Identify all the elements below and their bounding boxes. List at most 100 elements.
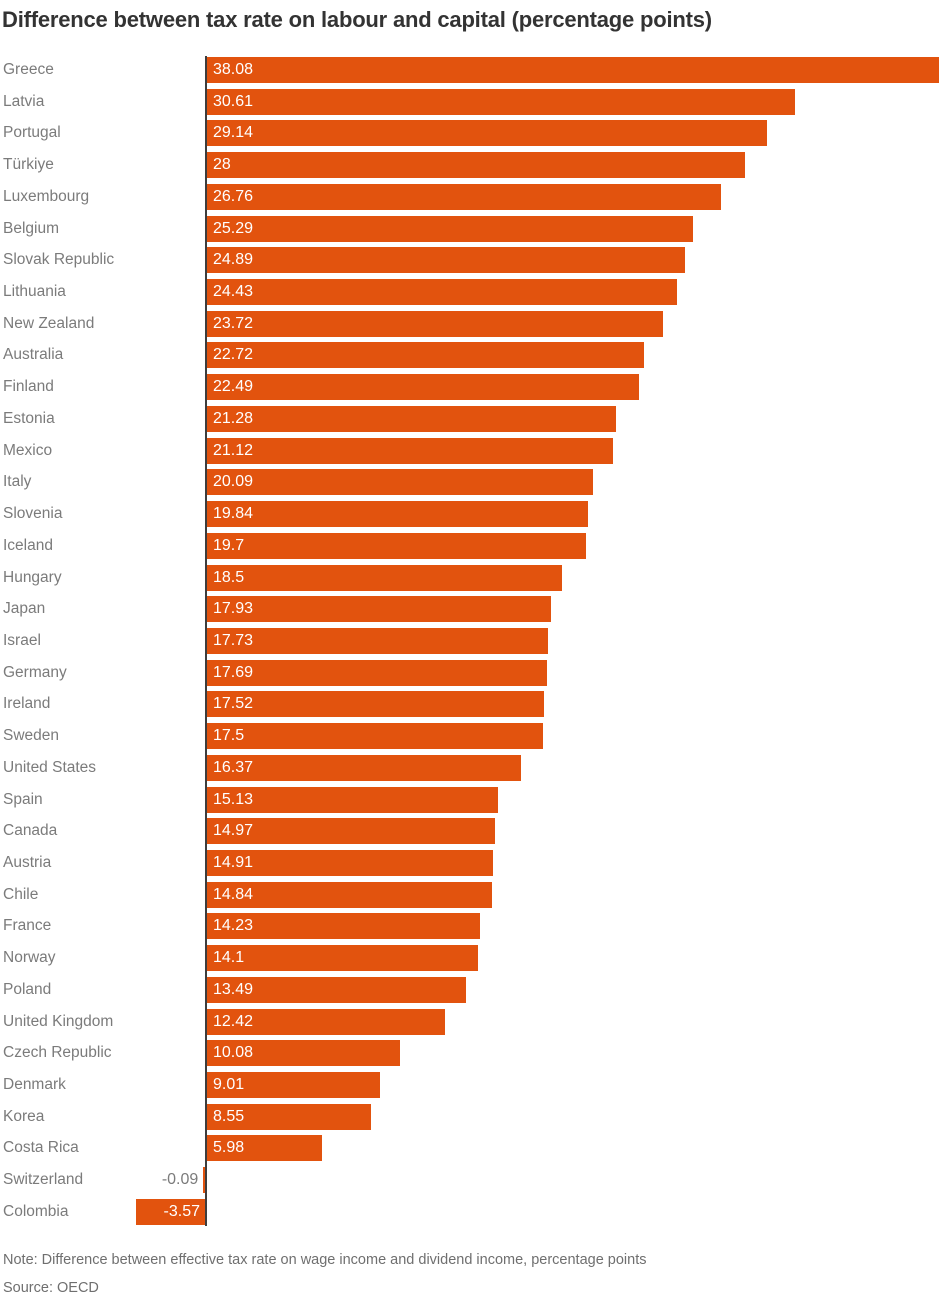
bar (203, 1167, 205, 1194)
bar (206, 976, 467, 1003)
value-label: 20.09 (213, 473, 254, 491)
bar-row: Iceland 19.7 (0, 532, 939, 559)
value-label: 24.89 (213, 251, 254, 269)
country-label: Slovenia (3, 505, 63, 523)
country-label: Germany (3, 663, 67, 681)
bar (136, 1198, 205, 1225)
value-label: 21.12 (213, 441, 254, 459)
bar (206, 183, 722, 210)
country-label: Czech Republic (3, 1044, 112, 1062)
bar (206, 691, 544, 718)
bar (206, 659, 547, 686)
country-label: Lithuania (3, 283, 66, 301)
country-label: Korea (3, 1107, 45, 1125)
value-label: 5.98 (213, 1139, 245, 1157)
country-label: Hungary (3, 568, 62, 586)
chart-source: Source: OECD (3, 1280, 99, 1296)
value-label: 15.13 (213, 790, 254, 808)
bar (206, 596, 552, 623)
bar (206, 723, 544, 750)
bar-row: Portugal 29.14 (0, 120, 939, 147)
chart-note: Note: Difference between effective tax r… (3, 1252, 647, 1268)
bar-row: Belgium 25.29 (0, 215, 939, 242)
country-label: Latvia (3, 92, 45, 110)
value-label: 17.93 (213, 600, 254, 618)
bar (206, 850, 494, 876)
country-label: Belgium (3, 219, 59, 237)
country-label: Colombia (3, 1202, 69, 1220)
country-label: Türkiye (3, 156, 54, 174)
bar-row: Israel 17.73 (0, 627, 939, 654)
value-label: 17.5 (213, 727, 245, 745)
value-label: 14.23 (213, 917, 254, 935)
bar (206, 501, 589, 528)
bar-row: Korea 8.55 (0, 1103, 939, 1130)
country-label: Sweden (3, 727, 60, 745)
country-label: Costa Rica (3, 1139, 79, 1157)
bar-row: Latvia 30.61 (0, 88, 939, 115)
value-label: 12.42 (213, 1012, 254, 1030)
country-label: Ireland (3, 695, 51, 713)
bar (206, 1040, 401, 1067)
country-label: Japan (3, 600, 46, 618)
bar (206, 627, 548, 654)
bar-row: Germany 17.69 (0, 659, 939, 686)
bar-row: Chile 14.84 (0, 881, 939, 908)
bar (206, 310, 663, 337)
country-label: Poland (3, 980, 52, 998)
value-label: 29.14 (213, 124, 254, 142)
value-label: 14.84 (213, 885, 254, 903)
value-label: 16.37 (213, 758, 254, 776)
bar (206, 532, 586, 559)
bar (206, 1072, 380, 1099)
bar-row: Slovak Republic 24.89 (0, 247, 939, 274)
country-label: Greece (3, 61, 54, 78)
bar-row: Ireland 17.52 (0, 691, 939, 718)
bar (206, 437, 613, 464)
value-label: 17.52 (213, 695, 254, 713)
value-label: 17.73 (213, 631, 254, 649)
value-label: 19.84 (213, 505, 254, 523)
bar (206, 1008, 446, 1035)
bar-row: Türkiye 28 (0, 152, 939, 179)
bar (206, 374, 640, 401)
bar (206, 1135, 322, 1162)
bar (206, 881, 493, 908)
country-label: Israel (3, 631, 41, 649)
bar-row: New Zealand 23.72 (0, 310, 939, 337)
bar (206, 152, 746, 179)
country-label: Slovak Republic (3, 251, 115, 269)
bar-row: France 14.23 (0, 913, 939, 940)
bar (206, 913, 481, 940)
bar (206, 754, 522, 781)
bar (206, 120, 768, 147)
bar-row: Greece 38.08 (0, 57, 939, 83)
country-label: Austria (3, 854, 52, 871)
bar-row: Colombia -3.57 (0, 1198, 939, 1225)
bar-row: Austria 14.91 (0, 850, 939, 876)
bar-row: Luxembourg 26.76 (0, 183, 939, 210)
value-label: -0.09 (161, 1171, 199, 1189)
bar (206, 786, 498, 813)
value-label: -3.57 (163, 1202, 200, 1220)
bar-row: Hungary 18.5 (0, 564, 939, 591)
bar-row: Spain 15.13 (0, 786, 939, 813)
value-label: 13.49 (213, 980, 254, 998)
bar-row: Czech Republic 10.08 (0, 1040, 939, 1067)
value-label: 38.08 (213, 61, 254, 78)
value-label: 23.72 (213, 314, 254, 332)
country-label: Italy (3, 473, 32, 491)
bar-row: Norway 14.1 (0, 945, 939, 972)
bar (206, 405, 616, 432)
country-label: Chile (3, 885, 39, 903)
chart-title: Difference between tax rate on labour an… (2, 7, 712, 32)
bar (206, 469, 594, 496)
value-label: 24.43 (213, 283, 254, 301)
value-label: 8.55 (213, 1107, 245, 1125)
bar-row: Poland 13.49 (0, 976, 939, 1003)
bar-row: Denmark 9.01 (0, 1072, 939, 1099)
country-label: United Kingdom (3, 1012, 114, 1030)
bar-row: Switzerland -0.09 (0, 1167, 939, 1194)
bar-row: Japan 17.93 (0, 596, 939, 623)
